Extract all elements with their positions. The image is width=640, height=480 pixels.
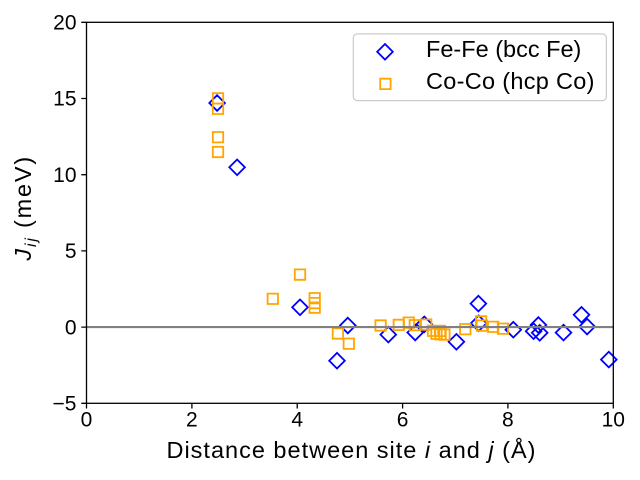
- svg-text:Distance between site i and j: Distance between site i and j (Å): [166, 436, 536, 463]
- svg-text:Co-Co (hcp Co): Co-Co (hcp Co): [426, 68, 595, 94]
- svg-text:8: 8: [502, 409, 514, 432]
- svg-text:−5: −5: [53, 393, 77, 416]
- svg-text:6: 6: [397, 409, 409, 432]
- svg-text:0: 0: [65, 316, 77, 339]
- svg-text:20: 20: [53, 12, 76, 35]
- svg-text:4: 4: [291, 409, 303, 432]
- svg-text:10: 10: [53, 164, 76, 187]
- svg-text:10: 10: [602, 409, 625, 432]
- svg-text:15: 15: [53, 88, 76, 111]
- svg-text:Jij (meV): Jij (meV): [10, 155, 40, 262]
- svg-text:5: 5: [65, 240, 77, 263]
- svg-text:Fe-Fe (bcc Fe): Fe-Fe (bcc Fe): [426, 36, 581, 62]
- svg-text:0: 0: [81, 409, 93, 432]
- svg-text:2: 2: [186, 409, 198, 432]
